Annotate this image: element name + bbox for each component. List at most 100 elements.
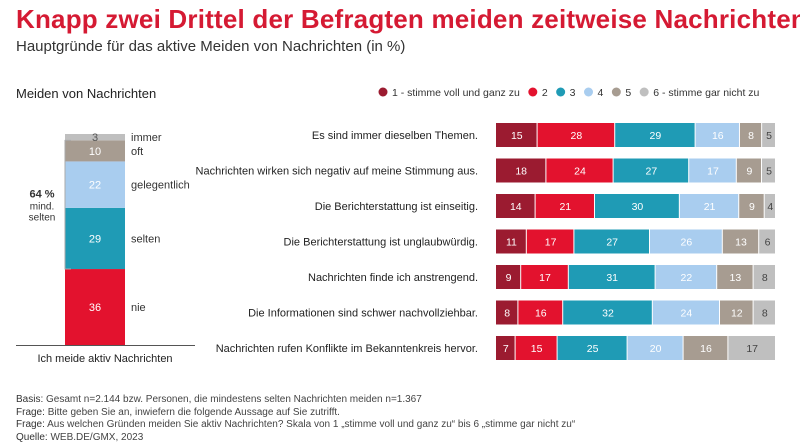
bar-segment (762, 158, 775, 183)
bracket-line (64, 139, 71, 270)
bar-segment (574, 229, 649, 254)
bar-value-label: 13 (735, 237, 747, 249)
chart-title: Knapp zwei Drittel der Befragten meiden … (16, 4, 800, 34)
bar-segment (515, 336, 557, 360)
bar-segment (521, 265, 568, 289)
frage1-text: Bitte geben Sie an, inwiefern die folgen… (47, 406, 340, 418)
column-category-label: oft (131, 146, 143, 158)
bar-segment (739, 194, 764, 218)
bar-value-label: 18 (515, 166, 527, 178)
legend-label: 3 (570, 87, 576, 99)
left-stacked-chart: Meiden von Nachrichten 36 nie 29 selten 22 gel… (16, 86, 195, 365)
bar-segment (496, 229, 526, 254)
footer: Basis: Gesamt n=2.144 bzw. Personen, die… (16, 394, 575, 444)
column-value-label: 10 (89, 146, 101, 158)
bar-value-label: 17 (707, 166, 719, 178)
column-segment-gelegentlich (65, 161, 125, 208)
bar-segment (652, 300, 719, 325)
bar-segment (546, 158, 613, 183)
bar-segment (496, 265, 521, 289)
bar-segment (594, 194, 679, 218)
bar-category-label: Die Berichterstattung ist einseitig. (315, 201, 478, 213)
bar-segment (762, 123, 775, 147)
column-segment-nie (65, 269, 125, 345)
basis-label: Basis: (16, 394, 44, 405)
bar-segment (496, 336, 515, 360)
bar-value-label: 6 (765, 237, 771, 249)
bar-value-label: 9 (746, 166, 752, 178)
bracket-text: selten (29, 213, 56, 224)
bar-value-label: 17 (539, 272, 551, 284)
legend-label: 4 (598, 87, 604, 99)
bar-value-label: 4 (767, 201, 773, 213)
bar-value-label: 26 (681, 237, 693, 249)
bar-category-label: Nachrichten rufen Konflikte im Bekannten… (216, 343, 478, 355)
legend-label: 5 (625, 87, 631, 99)
bar-value-label: 5 (766, 166, 772, 178)
legend-swatch (611, 87, 621, 97)
bar-segment (535, 194, 594, 218)
bar-segment (496, 123, 537, 147)
quelle-label: Quelle: (16, 431, 48, 443)
bar-segment (568, 265, 655, 289)
frage1-label: Frage: (16, 406, 45, 418)
bar-segment (518, 300, 563, 325)
bar-value-label: 15 (511, 130, 523, 142)
column-segment-oft (65, 140, 125, 162)
bar-value-label: 27 (606, 237, 618, 249)
bar-value-label: 25 (587, 343, 599, 355)
column-category-label: gelegentlich (131, 180, 190, 192)
bar-category-label: Nachrichten wirken sich negativ auf mein… (196, 166, 478, 178)
bar-segment (679, 194, 739, 218)
bar-segment (722, 229, 759, 254)
bar-segment (496, 300, 518, 325)
column-category-label: nie (131, 302, 146, 314)
bar-value-label: 16 (712, 130, 724, 142)
legend-label: 2 (542, 87, 548, 99)
bar-value-label: 20 (650, 343, 662, 355)
bracket-value: 64 % (29, 189, 54, 201)
chart-subtitle: Hauptgründe für das aktive Meiden von Na… (16, 38, 406, 55)
bracket-text: mind. (30, 202, 54, 213)
legend-swatch (584, 87, 593, 97)
bar-value-label: 21 (704, 201, 716, 213)
bar-segment (627, 336, 683, 360)
legend-label: 1 - stimme voll und ganz zu (392, 87, 520, 99)
column-category-label: selten (131, 233, 160, 245)
legend-swatch (528, 87, 538, 97)
bar-value-label: 14 (510, 201, 522, 213)
basis-text: Gesamt n=2.144 bzw. Personen, die mindes… (46, 394, 422, 405)
bar-segment (728, 336, 775, 360)
legend-swatch (639, 87, 649, 97)
bar-segment (496, 158, 546, 183)
footer-frage2-line: Frage: Aus welchen Gründen meiden Sie ak… (16, 419, 575, 432)
bar-segment (736, 158, 761, 183)
column-value-label: 29 (89, 233, 101, 245)
column-segment-selten (65, 207, 125, 270)
column-value-label: 36 (89, 302, 101, 314)
bar-segment (655, 265, 717, 289)
bar-segment (720, 300, 753, 325)
footer-quelle-line: Quelle: WEB.DE/GMX, 2023 (16, 432, 575, 445)
bar-value-label: 15 (531, 343, 543, 355)
column-value-label: 3 (92, 132, 98, 144)
bar-category-label: Die Berichterstattung ist unglaubwürdig. (284, 237, 478, 249)
bar-segment (537, 123, 615, 147)
bar-value-label: 24 (574, 166, 586, 178)
bar-value-label: 11 (506, 237, 517, 249)
bar-value-label: 16 (535, 308, 547, 320)
bar-value-label: 5 (766, 130, 772, 142)
column-segment-immer (65, 134, 125, 141)
column-category-label: immer (131, 132, 162, 144)
footer-basis-line: Basis: Gesamt n=2.144 bzw. Personen, die… (16, 394, 575, 407)
bar-segment (526, 229, 574, 254)
bar-segment (557, 336, 627, 360)
footer-frage1-line: Frage: Bitte geben Sie an, inwiefern die… (16, 407, 575, 420)
bar-segment (753, 265, 775, 289)
bar-value-label: 27 (646, 166, 658, 178)
bar-value-label: 12 (731, 308, 743, 320)
bar-segment (695, 123, 739, 147)
bar-segment (496, 194, 535, 218)
bar-segment (615, 123, 695, 147)
left-chart-title: Meiden von Nachrichten (16, 86, 156, 101)
